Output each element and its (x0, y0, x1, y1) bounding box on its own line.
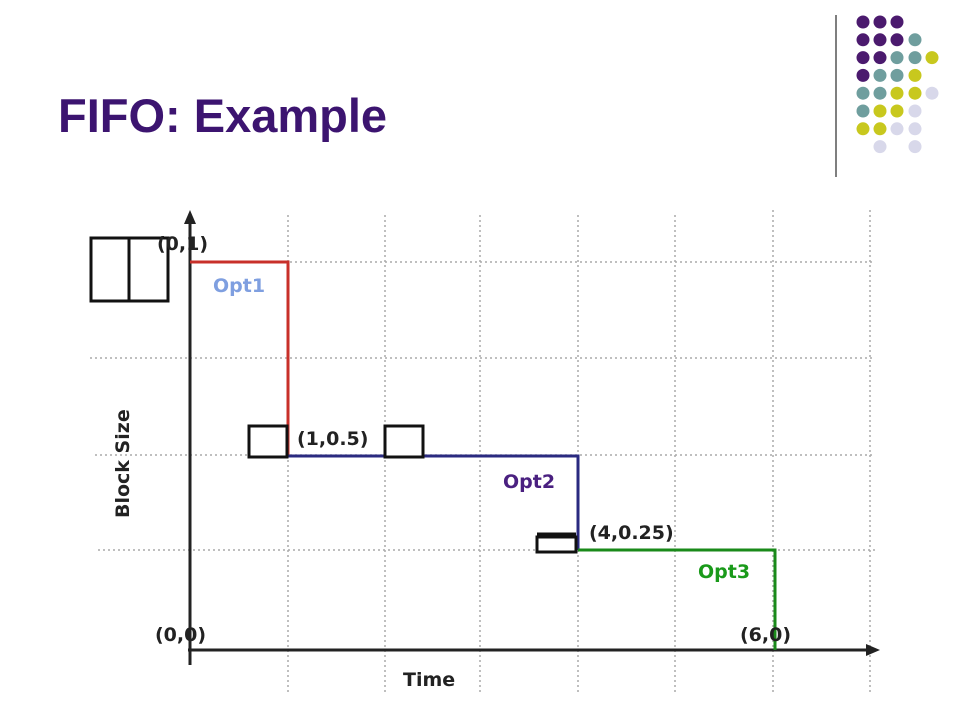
dot (890, 122, 904, 136)
point-label: (0,0) (155, 624, 206, 646)
y-axis-label: Block Size (112, 409, 134, 518)
dot (890, 68, 904, 82)
point-label: (4,0.25) (589, 522, 674, 544)
dot (908, 33, 922, 47)
dot (856, 51, 870, 65)
dot (873, 33, 887, 47)
dot (908, 122, 922, 136)
dot (856, 86, 870, 100)
opt3-step (578, 548, 777, 650)
point-label: (0,1) (157, 233, 208, 255)
dot (873, 104, 887, 118)
dot (908, 51, 922, 65)
dot (856, 15, 870, 29)
point-label: (1,0.5) (297, 428, 368, 450)
dot (890, 15, 904, 29)
dot (856, 122, 870, 136)
option-label: Opt3 (698, 561, 750, 583)
dot (908, 104, 922, 118)
axes (184, 210, 880, 665)
block (383, 424, 425, 459)
arrow (866, 644, 880, 656)
decoration-dots (856, 15, 939, 154)
opt1-step (190, 260, 290, 455)
dot (890, 33, 904, 47)
dot (925, 51, 939, 65)
slide-title: FIFO: Example (58, 89, 387, 142)
dot (873, 15, 887, 29)
block (535, 535, 578, 554)
x-axis-label: Time (403, 669, 455, 691)
dot (890, 86, 904, 100)
dot (908, 140, 922, 154)
dot (908, 68, 922, 82)
arrow (184, 210, 196, 224)
dot (856, 68, 870, 82)
dot (856, 104, 870, 118)
dot (925, 86, 939, 100)
option-label: Opt1 (213, 275, 265, 297)
blocks (89, 236, 578, 554)
grid (90, 210, 875, 695)
point-label: (6,0) (740, 624, 791, 646)
option-label: Opt2 (503, 471, 555, 493)
dot (873, 122, 887, 136)
block (247, 424, 289, 459)
dot (873, 86, 887, 100)
dot (873, 140, 887, 154)
dot (873, 51, 887, 65)
dot (890, 51, 904, 65)
dot (890, 104, 904, 118)
dot (856, 33, 870, 47)
dot (873, 68, 887, 82)
dot (908, 86, 922, 100)
